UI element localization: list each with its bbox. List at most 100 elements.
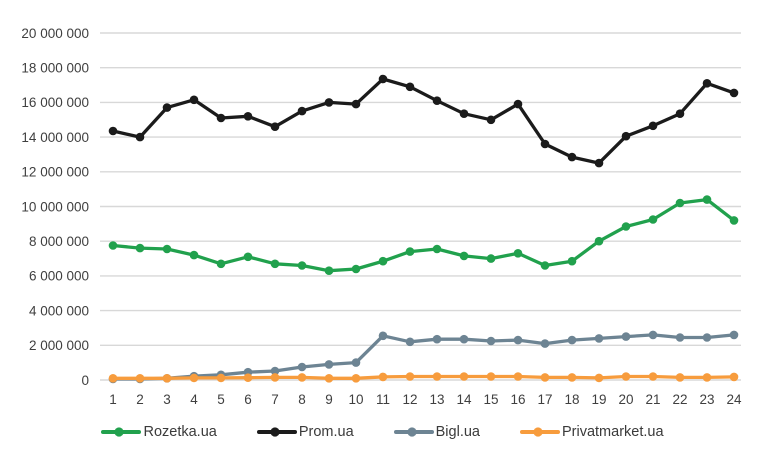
data-point-prom-ua — [189, 95, 199, 105]
data-point-bigl-ua — [324, 360, 334, 369]
legend-dot — [114, 427, 125, 437]
data-point-prom-ua — [567, 152, 577, 162]
legend-item-prom-ua: Prom.ua — [256, 424, 354, 440]
data-point-rozetka-ua — [270, 259, 280, 269]
legend-label-rozetka-ua: Rozetka.ua — [143, 424, 217, 440]
data-point-prom-ua — [351, 99, 361, 109]
data-point-bigl-ua — [594, 334, 604, 343]
data-point-prom-ua — [459, 109, 469, 118]
data-point-privatmarket-ua — [243, 373, 253, 383]
x-tick-label: 23 — [699, 392, 714, 407]
data-point-privatmarket-ua — [324, 374, 334, 383]
data-point-rozetka-ua — [540, 261, 550, 270]
data-point-rozetka-ua — [351, 264, 361, 274]
legend-item-bigl-ua: Bigl.ua — [393, 424, 480, 440]
data-point-rozetka-ua — [594, 236, 604, 246]
legend-dot — [270, 427, 280, 437]
x-tick-label: 8 — [298, 392, 306, 407]
y-tick-label: 14 000 000 — [21, 130, 89, 145]
legend-item-rozetka-ua: Rozetka.ua — [101, 424, 217, 440]
series-line-bigl-ua — [111, 333, 736, 381]
data-point-rozetka-ua — [162, 244, 172, 254]
data-point-bigl-ua — [540, 339, 550, 348]
legend-dot — [407, 427, 417, 437]
data-point-privatmarket-ua — [675, 373, 685, 382]
x-tick-label: 5 — [217, 392, 225, 407]
data-point-bigl-ua — [270, 366, 280, 376]
data-point-prom-ua — [162, 103, 172, 112]
data-point-prom-ua — [135, 132, 145, 142]
data-point-prom-ua — [432, 96, 442, 105]
data-point-rozetka-ua — [324, 266, 334, 276]
data-point-privatmarket-ua — [594, 373, 604, 383]
y-tick-label: 0 — [81, 373, 89, 388]
data-point-rozetka-ua — [459, 251, 469, 261]
data-point-bigl-ua — [432, 334, 442, 344]
x-tick-label: 6 — [244, 392, 252, 407]
data-point-prom-ua — [324, 98, 334, 107]
data-point-rozetka-ua — [648, 215, 658, 224]
y-tick-label: 8 000 000 — [29, 234, 89, 249]
data-point-prom-ua — [594, 158, 604, 168]
data-point-privatmarket-ua — [108, 374, 118, 383]
data-point-prom-ua — [378, 74, 388, 84]
x-tick-label: 7 — [271, 392, 279, 407]
x-tick-label: 1 — [109, 392, 117, 407]
data-point-prom-ua — [513, 99, 523, 109]
data-point-privatmarket-ua — [135, 374, 145, 383]
data-point-rozetka-ua — [378, 256, 388, 266]
data-point-prom-ua — [675, 109, 685, 118]
legend-marker-prom-ua — [256, 427, 297, 437]
x-tick-label: 12 — [402, 392, 417, 407]
legend-marker-bigl-ua — [393, 427, 434, 437]
data-point-prom-ua — [270, 122, 280, 131]
data-point-prom-ua — [297, 106, 307, 116]
x-tick-label: 18 — [564, 392, 579, 407]
data-point-prom-ua — [243, 112, 253, 121]
data-point-rozetka-ua — [405, 247, 415, 256]
data-point-bigl-ua — [351, 358, 361, 367]
data-point-rozetka-ua — [432, 244, 442, 254]
x-tick-label: 16 — [510, 392, 525, 407]
y-tick-label: 12 000 000 — [21, 165, 89, 180]
x-tick-label: 11 — [376, 392, 390, 407]
data-point-bigl-ua — [513, 335, 523, 345]
y-tick-label: 6 000 000 — [29, 269, 89, 284]
data-point-prom-ua — [621, 131, 631, 141]
data-point-privatmarket-ua — [432, 372, 442, 381]
data-point-prom-ua — [729, 88, 739, 98]
data-point-prom-ua — [702, 79, 712, 88]
data-point-privatmarket-ua — [216, 373, 226, 383]
y-tick-label: 10 000 000 — [21, 199, 89, 214]
data-point-bigl-ua — [297, 362, 307, 372]
legend-label-privatmarket-ua: Privatmarket.ua — [561, 424, 664, 440]
data-point-privatmarket-ua — [351, 374, 361, 383]
data-point-bigl-ua — [567, 335, 577, 345]
y-tick-label: 16 000 000 — [21, 95, 89, 110]
data-point-rozetka-ua — [216, 259, 226, 269]
x-tick-label: 24 — [726, 392, 742, 407]
data-point-privatmarket-ua — [378, 372, 388, 382]
data-point-rozetka-ua — [297, 261, 307, 270]
data-point-bigl-ua — [702, 333, 712, 342]
data-point-privatmarket-ua — [648, 372, 658, 381]
data-point-rozetka-ua — [702, 195, 712, 204]
data-point-privatmarket-ua — [702, 373, 712, 382]
legend-label-bigl-ua: Bigl.ua — [435, 424, 480, 440]
series-line-prom-ua — [111, 77, 736, 165]
x-tick-label: 4 — [190, 392, 198, 407]
data-point-bigl-ua — [675, 333, 685, 342]
x-tick-label: 22 — [672, 392, 687, 407]
legend-item-privatmarket-ua: Privatmarket.ua — [519, 424, 664, 440]
data-point-bigl-ua — [729, 330, 739, 340]
x-tick-label: 19 — [591, 392, 606, 407]
x-tick-label: 14 — [456, 392, 472, 407]
x-tick-label: 9 — [325, 392, 333, 407]
data-point-bigl-ua — [621, 332, 631, 341]
x-tick-label: 20 — [618, 392, 633, 407]
data-point-rozetka-ua — [621, 222, 631, 231]
data-point-rozetka-ua — [567, 256, 577, 266]
data-point-bigl-ua — [486, 336, 496, 346]
data-point-privatmarket-ua — [162, 374, 172, 383]
